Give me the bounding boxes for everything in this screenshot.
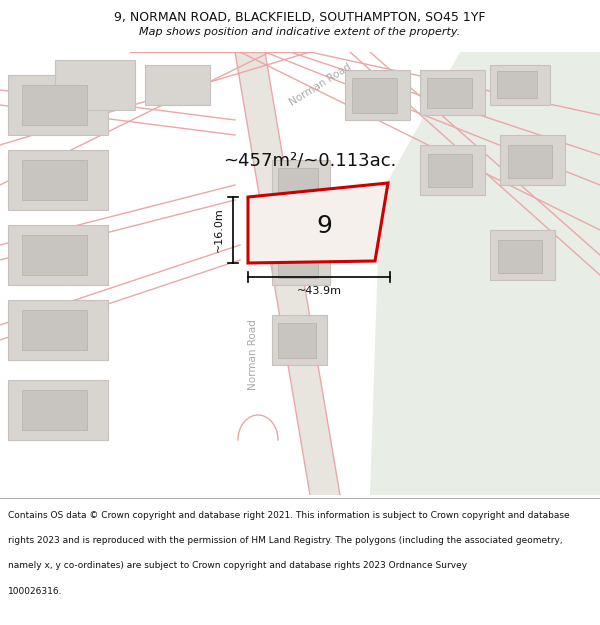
Polygon shape xyxy=(8,150,108,210)
Polygon shape xyxy=(345,70,410,120)
Text: Norman Road: Norman Road xyxy=(287,62,353,108)
Polygon shape xyxy=(500,135,565,185)
Text: 9: 9 xyxy=(317,214,332,238)
Polygon shape xyxy=(248,183,388,263)
Polygon shape xyxy=(145,65,210,105)
Polygon shape xyxy=(420,70,485,115)
Text: namely x, y co-ordinates) are subject to Crown copyright and database rights 202: namely x, y co-ordinates) are subject to… xyxy=(8,561,467,570)
Text: 100026316.: 100026316. xyxy=(8,587,62,596)
Polygon shape xyxy=(8,75,108,135)
Polygon shape xyxy=(278,323,316,358)
Polygon shape xyxy=(498,240,542,273)
Polygon shape xyxy=(490,230,555,280)
Text: Norman Road: Norman Road xyxy=(248,319,258,391)
Polygon shape xyxy=(272,235,330,285)
Text: ~43.9m: ~43.9m xyxy=(296,286,341,296)
Polygon shape xyxy=(272,160,330,210)
Polygon shape xyxy=(8,300,108,360)
Polygon shape xyxy=(352,78,397,113)
Text: Contains OS data © Crown copyright and database right 2021. This information is : Contains OS data © Crown copyright and d… xyxy=(8,511,569,519)
Text: 9, NORMAN ROAD, BLACKFIELD, SOUTHAMPTON, SO45 1YF: 9, NORMAN ROAD, BLACKFIELD, SOUTHAMPTON,… xyxy=(114,11,486,24)
Text: ~457m²/~0.113ac.: ~457m²/~0.113ac. xyxy=(223,151,397,169)
Polygon shape xyxy=(235,52,340,495)
Polygon shape xyxy=(427,78,472,108)
Polygon shape xyxy=(8,225,108,285)
Polygon shape xyxy=(420,145,485,195)
Text: ~16.0m: ~16.0m xyxy=(214,208,224,252)
Text: rights 2023 and is reproduced with the permission of HM Land Registry. The polyg: rights 2023 and is reproduced with the p… xyxy=(8,536,562,545)
Polygon shape xyxy=(22,390,87,430)
Polygon shape xyxy=(370,52,600,495)
Polygon shape xyxy=(508,145,552,178)
Polygon shape xyxy=(22,160,87,200)
Text: Map shows position and indicative extent of the property.: Map shows position and indicative extent… xyxy=(139,28,461,38)
Polygon shape xyxy=(497,71,537,98)
Polygon shape xyxy=(8,380,108,440)
Polygon shape xyxy=(278,168,318,203)
Polygon shape xyxy=(278,243,318,278)
Polygon shape xyxy=(490,65,550,105)
Polygon shape xyxy=(22,235,87,275)
Polygon shape xyxy=(272,315,327,365)
Polygon shape xyxy=(22,85,87,125)
Polygon shape xyxy=(55,60,135,110)
Polygon shape xyxy=(428,154,472,187)
Polygon shape xyxy=(22,310,87,350)
